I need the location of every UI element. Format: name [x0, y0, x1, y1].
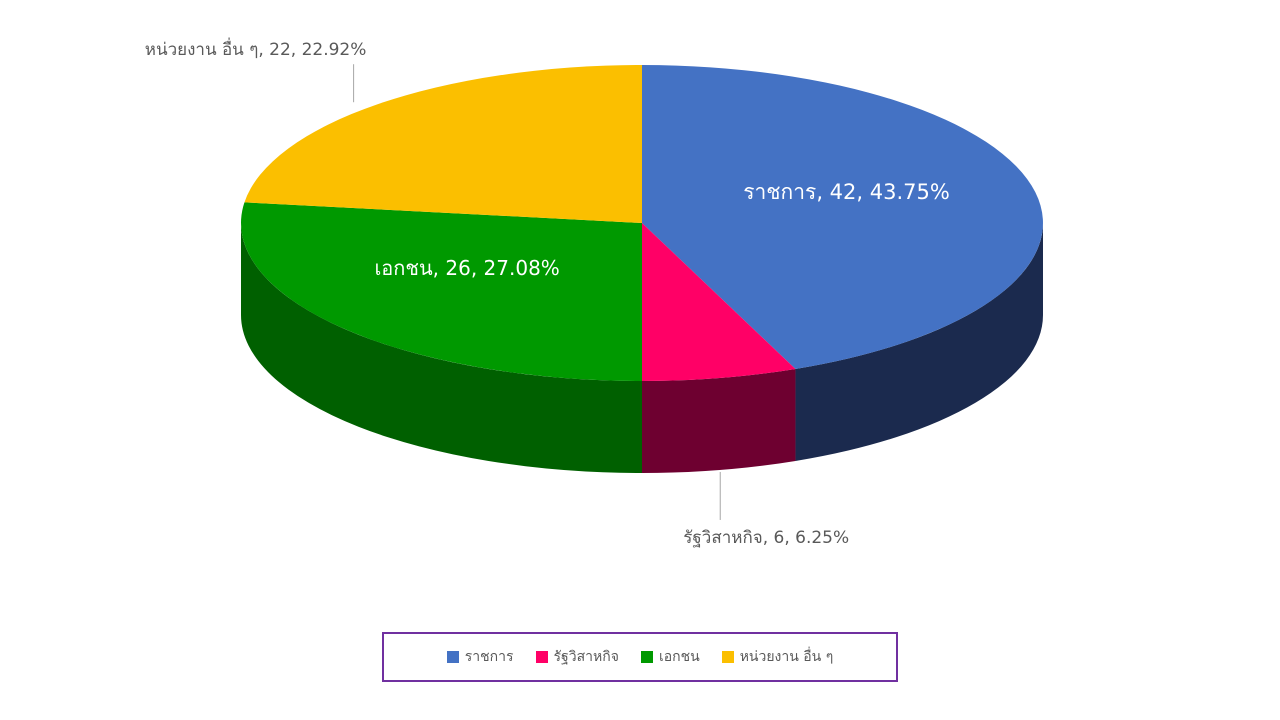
pie-slice-other — [244, 65, 642, 223]
pie-slice-government — [642, 65, 1043, 369]
pie-side-private — [241, 223, 642, 473]
legend-label-government: ราชการ — [464, 649, 514, 665]
legend-label-other: หน่วยงาน อื่น ๆ — [739, 649, 834, 665]
pie-slice-private — [241, 202, 642, 381]
data-label-layer: ราชการ, 42, 43.75% รัฐวิสาหกิจ, 6, 6.25% เ… — [145, 37, 950, 548]
legend-item-state-enterprise: รัฐวิสาหกิจ — [535, 646, 619, 668]
legend-item-government: ราชการ — [446, 646, 514, 668]
legend-swatch-private — [640, 651, 653, 663]
data-label-private: เอกชน, 26, 27.08% — [374, 256, 559, 280]
data-label-state-enterprise: รัฐวิสาหกิจ, 6, 6.25% — [683, 528, 849, 548]
data-label-government: ราชการ, 42, 43.75% — [743, 180, 950, 204]
data-label-other: หน่วยงาน อื่น ๆ, 22, 22.92% — [145, 37, 367, 60]
legend-swatch-government — [446, 651, 459, 663]
legend: ราชการ รัฐวิสาหกิจ เอกชน หน่วยงาน อื่น ๆ — [382, 632, 898, 682]
legend-swatch-other — [721, 651, 734, 663]
legend-item-other: หน่วยงาน อื่น ๆ — [721, 646, 834, 668]
legend-label-private: เอกชน — [658, 649, 700, 665]
pie-side-layer — [241, 223, 1043, 473]
leader-line-layer — [353, 64, 721, 520]
pie-side-government — [795, 223, 1043, 461]
pie-side-state-enterprise — [642, 368, 796, 473]
pie-slice-state-enterprise — [642, 223, 796, 381]
legend-item-private: เอกชน — [640, 646, 700, 668]
pie-top-layer — [241, 65, 1043, 381]
legend-label-state-enterprise: รัฐวิสาหกิจ — [553, 649, 619, 665]
legend-swatch-state-enterprise — [535, 651, 548, 663]
